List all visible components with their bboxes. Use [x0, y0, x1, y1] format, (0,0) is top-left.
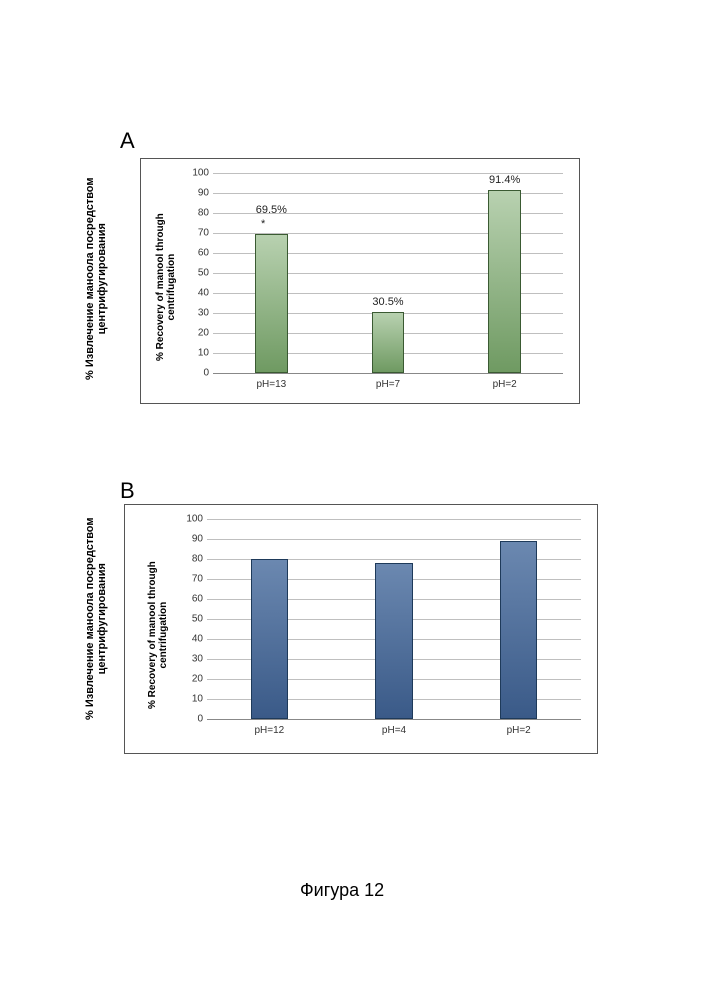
y-tick-label: 20	[192, 674, 207, 685]
y-tick-label: 70	[192, 574, 207, 585]
bar	[251, 559, 288, 719]
y-tick-label: 10	[198, 348, 213, 359]
y-tick-label: 30	[198, 308, 213, 319]
y-tick-label: 60	[192, 594, 207, 605]
y-tick-label: 10	[192, 694, 207, 705]
panel-a-label: A	[120, 128, 135, 154]
bar	[375, 563, 412, 719]
panel-b-label: B	[120, 478, 135, 504]
y-tick-label: 40	[192, 634, 207, 645]
bar	[255, 234, 288, 373]
value-label: 30.5%	[372, 296, 403, 308]
y-tick-label: 90	[192, 534, 207, 545]
bar	[500, 541, 537, 719]
x-tick-label: pH=2	[493, 373, 517, 390]
y-tick-label: 80	[192, 554, 207, 565]
y-tick-label: 0	[203, 368, 213, 379]
y-tick-label: 100	[192, 168, 213, 179]
y-tick-label: 50	[192, 614, 207, 625]
x-tick-label: pH=12	[254, 719, 284, 736]
panel-b-inner-ylabel: % Recovery of manool through centrifugat…	[147, 561, 169, 709]
y-tick-label: 100	[186, 514, 207, 525]
y-tick-label: 30	[192, 654, 207, 665]
chart-b-frame: % Recovery of manool through centrifugat…	[124, 504, 598, 754]
y-tick-label: 90	[198, 188, 213, 199]
plot-area-a: 0102030405060708090100pH=1369.5%*pH=730.…	[213, 173, 563, 373]
asterisk: *	[261, 218, 265, 230]
grid-line	[207, 519, 581, 520]
value-label: 69.5%	[256, 204, 287, 216]
y-tick-label: 70	[198, 228, 213, 239]
panel-b-outer-ylabel: % Извлечение маноола посредством центриф…	[84, 517, 108, 720]
y-tick-label: 0	[197, 714, 207, 725]
panel-a-inner-ylabel: % Recovery of manool through centrifugat…	[155, 213, 177, 361]
x-tick-label: pH=7	[376, 373, 400, 390]
bar	[488, 190, 521, 373]
grid-line	[207, 539, 581, 540]
plot-area-b: 0102030405060708090100pH=12pH=4pH=2	[207, 519, 581, 719]
bar	[372, 312, 405, 373]
x-tick-label: pH=13	[256, 373, 286, 390]
figure-caption: Фигура 12	[300, 880, 384, 901]
value-label: 91.4%	[489, 174, 520, 186]
x-tick-label: pH=4	[382, 719, 406, 736]
x-tick-label: pH=2	[507, 719, 531, 736]
y-tick-label: 50	[198, 268, 213, 279]
y-tick-label: 20	[198, 328, 213, 339]
y-tick-label: 40	[198, 288, 213, 299]
chart-a-frame: % Recovery of manool through centrifugat…	[140, 158, 580, 404]
panel-a-outer-ylabel: % Извлечение маноола посредством центриф…	[84, 177, 108, 380]
y-tick-label: 60	[198, 248, 213, 259]
y-tick-label: 80	[198, 208, 213, 219]
